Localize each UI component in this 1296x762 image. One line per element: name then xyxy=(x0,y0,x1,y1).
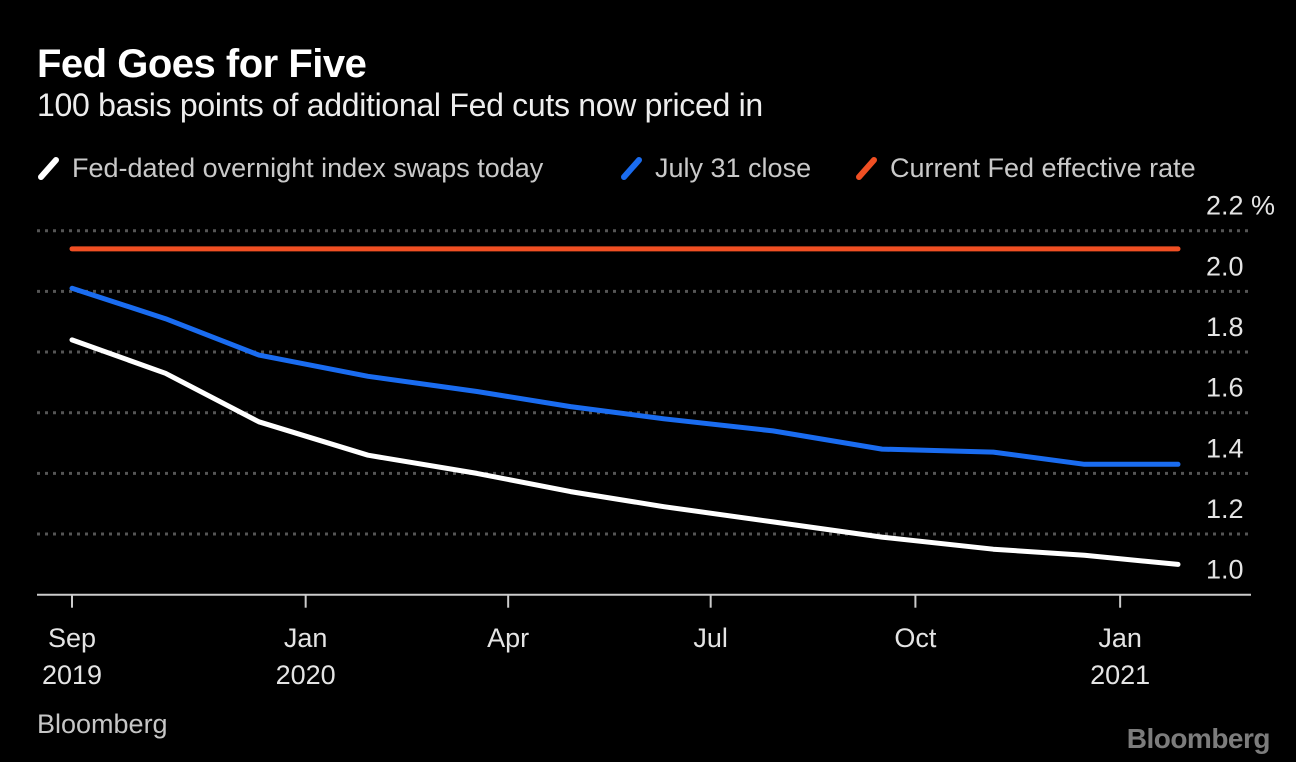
y-tick-label: 1.8 xyxy=(1206,312,1244,342)
white-slash-icon xyxy=(38,157,59,180)
x-tick-label: Jan xyxy=(284,623,328,653)
y-tick-label: 2.2 % xyxy=(1206,191,1275,221)
series-line-july-31-close xyxy=(69,285,1181,467)
y-tick-label: 1.0 xyxy=(1206,555,1244,585)
legend-item-swaps-today: Fed-dated overnight index swaps today xyxy=(37,151,543,185)
x-tick-label: Apr xyxy=(487,623,529,653)
orange-slash-icon xyxy=(856,157,877,180)
y-tick-label: 1.2 xyxy=(1206,494,1244,524)
y-gridlines xyxy=(37,229,1251,536)
y-tick-label: 1.6 xyxy=(1206,373,1244,403)
x-axis-labels: Sep 2019 Jan 2020 Apr Jul Oct Jan 2021 xyxy=(42,594,1150,690)
page-subtitle: 100 basis points of additional Fed cuts … xyxy=(37,87,763,123)
blue-slash-icon xyxy=(621,157,642,180)
legend-label: Current Fed effective rate xyxy=(890,152,1196,183)
bloomberg-logo: Bloomberg xyxy=(1126,723,1271,754)
y-tick-label: 2.0 xyxy=(1206,251,1244,281)
x-tick-label: Oct xyxy=(894,623,937,653)
y-tick-label: 1.4 xyxy=(1206,433,1244,463)
source-credit: Bloomberg xyxy=(37,709,168,739)
page-title: Fed Goes for Five xyxy=(37,42,367,86)
x-tick-label: Jan xyxy=(1098,623,1142,653)
y-axis-labels: 2.2 % 2.0 1.8 1.6 1.4 1.2 1.0 xyxy=(1206,191,1275,585)
series-line-fed-dated-overnight-index-swaps-today xyxy=(69,337,1181,567)
x-tick-label: Jul xyxy=(693,623,728,653)
x-tick-year-label: 2020 xyxy=(276,660,336,690)
legend-label: July 31 close xyxy=(655,152,812,183)
x-tick-label: Sep xyxy=(48,623,96,653)
x-tick-year-label: 2021 xyxy=(1090,660,1150,690)
legend-label: Fed-dated overnight index swaps today xyxy=(72,152,544,183)
legend-item-july-31-close: July 31 close xyxy=(620,151,811,185)
legend-item-fed-effective-rate: Current Fed effective rate xyxy=(855,151,1196,185)
x-tick-year-label: 2019 xyxy=(42,660,102,690)
